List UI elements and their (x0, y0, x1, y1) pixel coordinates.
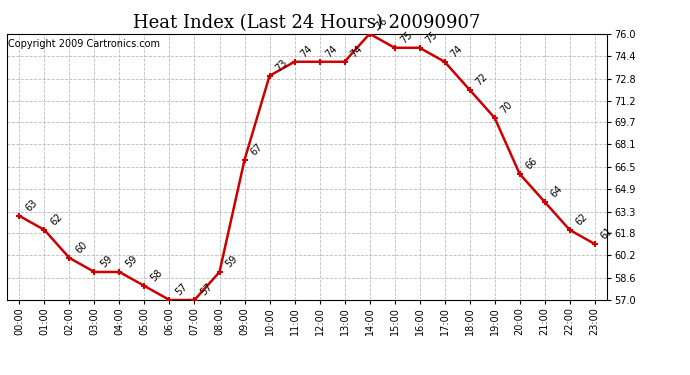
Text: 72: 72 (474, 72, 490, 88)
Text: 75: 75 (424, 30, 440, 46)
Text: 76: 76 (374, 16, 390, 32)
Text: 67: 67 (248, 142, 264, 158)
Text: 59: 59 (99, 254, 115, 270)
Text: 66: 66 (524, 156, 540, 172)
Text: 63: 63 (23, 198, 39, 214)
Text: 70: 70 (499, 100, 515, 116)
Text: Copyright 2009 Cartronics.com: Copyright 2009 Cartronics.com (8, 39, 160, 49)
Text: 57: 57 (199, 282, 215, 298)
Text: 74: 74 (348, 44, 364, 60)
Text: 61: 61 (599, 226, 615, 242)
Text: 60: 60 (74, 240, 89, 256)
Title: Heat Index (Last 24 Hours) 20090907: Heat Index (Last 24 Hours) 20090907 (133, 14, 481, 32)
Text: 74: 74 (448, 44, 464, 60)
Text: 64: 64 (549, 184, 564, 200)
Text: 59: 59 (124, 254, 139, 270)
Text: 74: 74 (324, 44, 339, 60)
Text: 62: 62 (48, 212, 64, 228)
Text: 57: 57 (174, 282, 190, 298)
Text: 59: 59 (224, 254, 239, 270)
Text: 75: 75 (399, 30, 415, 46)
Text: 73: 73 (274, 58, 290, 74)
Text: 74: 74 (299, 44, 315, 60)
Text: 62: 62 (574, 212, 590, 228)
Text: 58: 58 (148, 268, 164, 284)
